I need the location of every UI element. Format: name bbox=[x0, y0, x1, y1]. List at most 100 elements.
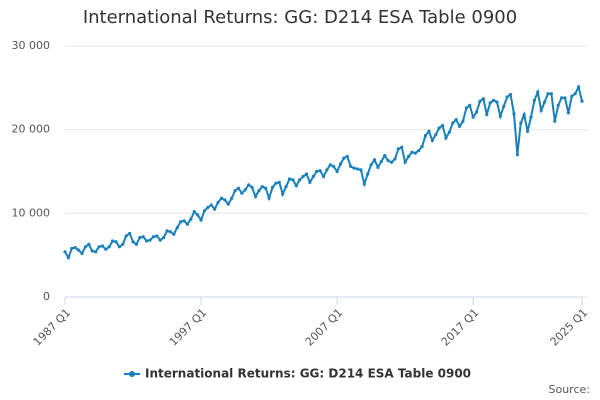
point bbox=[162, 235, 166, 240]
point bbox=[243, 188, 247, 192]
point bbox=[342, 156, 346, 160]
point bbox=[332, 164, 336, 169]
point bbox=[87, 242, 91, 246]
point bbox=[80, 251, 84, 256]
point bbox=[454, 118, 458, 122]
point bbox=[175, 225, 179, 230]
point bbox=[240, 191, 244, 195]
point bbox=[274, 181, 278, 185]
point bbox=[216, 200, 220, 205]
point bbox=[257, 189, 261, 193]
point bbox=[264, 186, 268, 190]
point bbox=[66, 256, 71, 260]
point bbox=[70, 246, 74, 251]
point bbox=[202, 209, 207, 213]
point bbox=[308, 180, 312, 184]
point bbox=[117, 245, 122, 249]
y-tick-label: 10 000 bbox=[12, 206, 51, 219]
point bbox=[145, 239, 149, 243]
point bbox=[420, 144, 424, 148]
point bbox=[206, 205, 210, 210]
point bbox=[134, 242, 139, 246]
point bbox=[430, 138, 434, 143]
point bbox=[182, 219, 186, 223]
point bbox=[413, 151, 417, 155]
point bbox=[573, 92, 577, 96]
point bbox=[522, 113, 526, 117]
point bbox=[468, 103, 472, 108]
point bbox=[338, 162, 343, 166]
point bbox=[498, 114, 502, 118]
point bbox=[311, 174, 315, 179]
point bbox=[345, 154, 349, 159]
point bbox=[121, 242, 125, 246]
point bbox=[529, 115, 533, 119]
point bbox=[396, 147, 400, 151]
point bbox=[570, 94, 574, 98]
point bbox=[100, 244, 105, 248]
point bbox=[83, 245, 88, 249]
point bbox=[576, 85, 581, 89]
point bbox=[488, 101, 492, 105]
point bbox=[508, 92, 513, 97]
point bbox=[481, 97, 485, 101]
point bbox=[355, 167, 360, 171]
point bbox=[315, 169, 319, 174]
point bbox=[485, 113, 489, 117]
point bbox=[400, 145, 404, 149]
point bbox=[321, 174, 326, 179]
point bbox=[131, 240, 135, 244]
point bbox=[114, 240, 118, 244]
point bbox=[77, 248, 81, 252]
point bbox=[553, 119, 557, 123]
point bbox=[267, 196, 271, 200]
point bbox=[172, 232, 176, 236]
point bbox=[168, 230, 173, 234]
point bbox=[525, 129, 530, 133]
point bbox=[437, 126, 441, 130]
point bbox=[491, 98, 496, 102]
point bbox=[111, 239, 115, 243]
point bbox=[366, 172, 370, 176]
x-tick-label: 1997 Q1 bbox=[167, 306, 210, 349]
point bbox=[104, 247, 108, 251]
legend-marker bbox=[129, 371, 135, 377]
point bbox=[284, 184, 288, 189]
point bbox=[393, 157, 397, 161]
point bbox=[423, 133, 428, 138]
point bbox=[335, 169, 339, 174]
point bbox=[128, 231, 132, 236]
point bbox=[219, 196, 224, 200]
point bbox=[389, 160, 394, 164]
point bbox=[447, 130, 451, 134]
point bbox=[90, 249, 94, 253]
point bbox=[185, 222, 190, 226]
chart-title: International Returns: GG: D214 ESA Tabl… bbox=[83, 7, 517, 28]
point bbox=[352, 166, 356, 170]
point bbox=[151, 235, 156, 239]
point bbox=[233, 189, 237, 193]
point bbox=[362, 182, 366, 186]
x-tick-label: 2017 Q1 bbox=[439, 306, 482, 349]
x-tick-label: 2025 Q1 bbox=[548, 306, 591, 349]
point bbox=[434, 133, 438, 137]
point bbox=[359, 168, 363, 172]
point bbox=[495, 100, 499, 104]
point bbox=[464, 106, 468, 110]
point bbox=[461, 119, 465, 123]
point bbox=[209, 203, 213, 207]
point bbox=[539, 108, 543, 113]
point bbox=[281, 192, 285, 196]
point bbox=[325, 168, 329, 172]
point bbox=[230, 196, 234, 200]
point bbox=[199, 218, 203, 222]
point bbox=[444, 136, 448, 140]
source: Source: bbox=[549, 383, 591, 396]
point bbox=[253, 195, 258, 199]
point bbox=[580, 99, 584, 103]
point bbox=[369, 163, 373, 167]
point bbox=[519, 121, 523, 125]
point bbox=[379, 159, 383, 164]
point bbox=[277, 180, 281, 184]
